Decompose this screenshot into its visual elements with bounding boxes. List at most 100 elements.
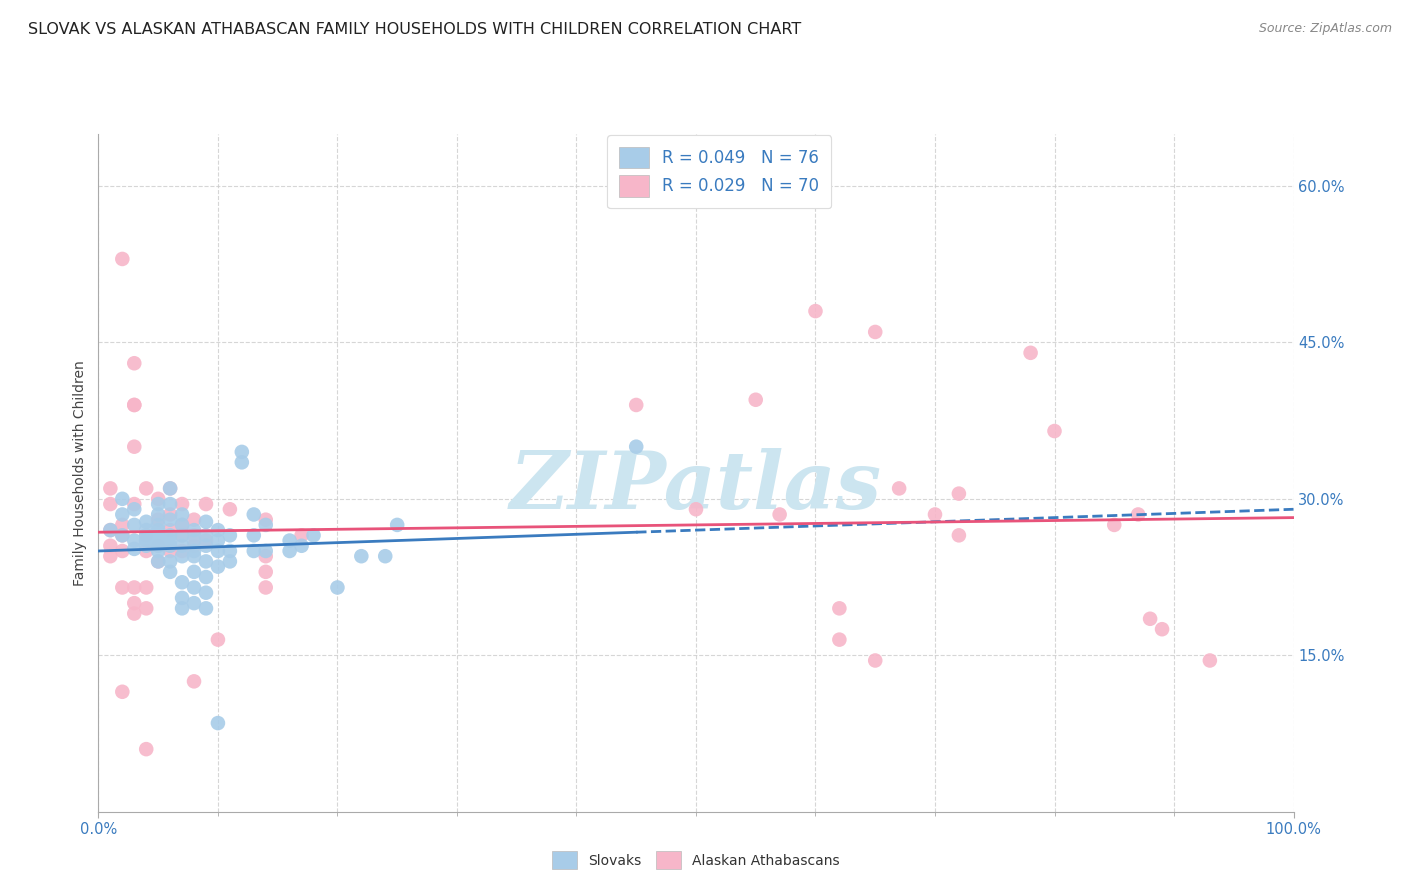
Point xyxy=(183,544,205,558)
Point xyxy=(111,685,134,699)
Point xyxy=(278,544,301,558)
Y-axis label: Family Households with Children: Family Households with Children xyxy=(73,359,87,586)
Point xyxy=(135,539,157,553)
Point xyxy=(135,742,157,756)
Point xyxy=(135,528,157,542)
Point xyxy=(183,528,205,542)
Point xyxy=(1150,622,1173,636)
Point xyxy=(1019,346,1042,360)
Point xyxy=(148,497,170,511)
Point xyxy=(124,533,146,548)
Point xyxy=(148,554,170,568)
Point xyxy=(148,554,170,568)
Point xyxy=(350,549,373,564)
Point xyxy=(219,502,242,516)
Point xyxy=(124,440,146,454)
Point xyxy=(219,528,242,542)
Point xyxy=(194,515,217,529)
Point xyxy=(98,549,122,564)
Point xyxy=(207,544,229,558)
Point xyxy=(172,528,194,542)
Point xyxy=(159,523,181,537)
Point xyxy=(124,596,146,610)
Legend: R = 0.049   N = 76, R = 0.029   N = 70: R = 0.049 N = 76, R = 0.029 N = 70 xyxy=(607,136,831,208)
Point xyxy=(254,565,277,579)
Point xyxy=(135,581,157,595)
Point xyxy=(135,528,157,542)
Point xyxy=(804,304,827,318)
Point xyxy=(385,517,409,532)
Point xyxy=(124,497,146,511)
Point xyxy=(172,549,194,564)
Point xyxy=(290,539,312,553)
Point xyxy=(111,581,134,595)
Point xyxy=(948,486,970,500)
Point xyxy=(207,632,229,647)
Point xyxy=(231,445,253,459)
Point xyxy=(1043,424,1066,438)
Point xyxy=(159,528,181,542)
Point xyxy=(219,544,242,558)
Point xyxy=(111,252,134,266)
Point xyxy=(159,513,181,527)
Point xyxy=(924,508,946,522)
Point xyxy=(685,502,707,516)
Point xyxy=(194,539,217,553)
Point xyxy=(172,517,194,532)
Point xyxy=(183,523,205,537)
Point xyxy=(172,591,194,605)
Point xyxy=(172,544,194,558)
Point xyxy=(194,585,217,599)
Point xyxy=(624,440,647,454)
Point xyxy=(194,533,217,548)
Point xyxy=(207,559,229,574)
Point xyxy=(148,508,170,522)
Point xyxy=(98,497,122,511)
Point xyxy=(768,508,790,522)
Point xyxy=(159,539,181,553)
Point xyxy=(172,497,194,511)
Point xyxy=(172,508,194,522)
Legend: Slovaks, Alaskan Athabascans: Slovaks, Alaskan Athabascans xyxy=(546,845,846,876)
Point xyxy=(98,482,122,496)
Point xyxy=(148,539,170,553)
Point xyxy=(254,513,277,527)
Point xyxy=(828,632,851,647)
Text: Source: ZipAtlas.com: Source: ZipAtlas.com xyxy=(1258,22,1392,36)
Text: SLOVAK VS ALASKAN ATHABASCAN FAMILY HOUSEHOLDS WITH CHILDREN CORRELATION CHART: SLOVAK VS ALASKAN ATHABASCAN FAMILY HOUS… xyxy=(28,22,801,37)
Point xyxy=(183,533,205,548)
Point xyxy=(172,517,194,532)
Point xyxy=(183,539,205,553)
Point xyxy=(159,497,181,511)
Point xyxy=(159,508,181,522)
Point xyxy=(111,491,134,506)
Point xyxy=(135,515,157,529)
Point xyxy=(948,528,970,542)
Point xyxy=(124,541,146,556)
Point xyxy=(159,554,181,568)
Point xyxy=(254,544,277,558)
Point xyxy=(243,508,266,522)
Point xyxy=(135,601,157,615)
Point xyxy=(194,528,217,542)
Point xyxy=(98,523,122,537)
Point xyxy=(159,544,181,558)
Point xyxy=(124,398,146,412)
Point xyxy=(111,528,134,542)
Point xyxy=(124,398,146,412)
Point xyxy=(624,398,647,412)
Point xyxy=(194,497,217,511)
Point xyxy=(231,455,253,469)
Point xyxy=(172,528,194,542)
Point xyxy=(278,533,301,548)
Point xyxy=(1128,508,1150,522)
Point xyxy=(207,716,229,731)
Point xyxy=(148,491,170,506)
Point xyxy=(111,544,134,558)
Point xyxy=(243,528,266,542)
Point xyxy=(148,513,170,527)
Point xyxy=(98,523,122,537)
Point xyxy=(183,674,205,689)
Point xyxy=(159,533,181,548)
Point xyxy=(124,517,146,532)
